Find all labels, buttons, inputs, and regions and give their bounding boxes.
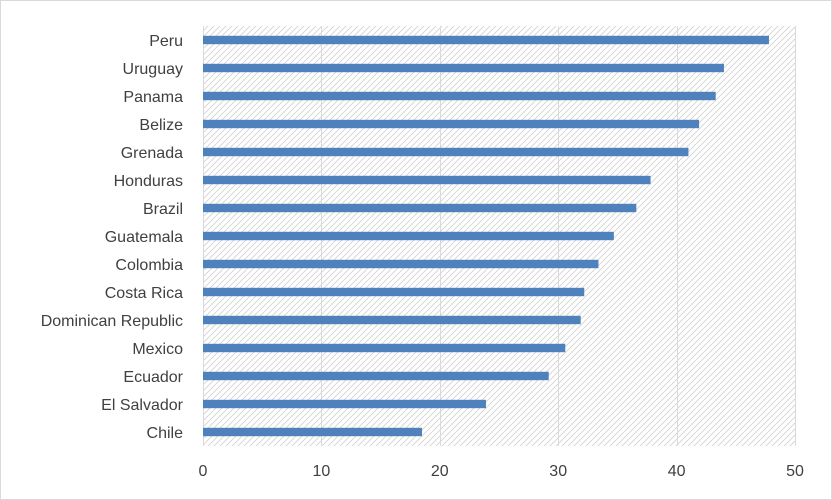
category-label: Peru: [149, 33, 183, 50]
x-tick-label: 10: [313, 463, 331, 480]
bar-costa-rica: [203, 287, 585, 297]
bar-chile: [203, 427, 423, 437]
bar-belize: [203, 119, 700, 129]
category-label: Brazil: [143, 201, 183, 218]
bars: [203, 35, 769, 437]
category-label: Ecuador: [123, 369, 183, 386]
category-label: Uruguay: [123, 61, 183, 78]
x-tick-label: 20: [431, 463, 449, 480]
bar-grenada: [203, 147, 689, 157]
bar-brazil: [203, 203, 637, 213]
category-label: Honduras: [114, 173, 183, 190]
x-axis-tick-labels: 0 10 20 30 40 50: [199, 463, 804, 480]
category-label: Panama: [123, 89, 183, 106]
bar-ecuador: [203, 371, 549, 381]
bar-panama: [203, 91, 716, 101]
x-tick-label: 30: [549, 463, 567, 480]
bar-guatemala: [203, 231, 614, 241]
x-tick-label: 40: [668, 463, 686, 480]
bar-dominican-republic: [203, 315, 581, 325]
bar-uruguay: [203, 63, 724, 73]
category-label: Costa Rica: [105, 285, 183, 302]
x-tick-label: 0: [199, 463, 208, 480]
x-tick-label: 50: [786, 463, 804, 480]
bar-peru: [203, 35, 769, 45]
category-label: Grenada: [121, 145, 183, 162]
bar-honduras: [203, 175, 651, 185]
bar-colombia: [203, 259, 599, 269]
category-label: Dominican Republic: [41, 313, 183, 330]
category-label: Guatemala: [105, 229, 183, 246]
bar-el-salvador: [203, 399, 486, 409]
category-labels: Peru Uruguay Panama Belize Grenada Honduras Br…: [41, 33, 184, 442]
category-label: Colombia: [115, 257, 183, 274]
category-label: Belize: [139, 117, 183, 134]
category-label: Chile: [147, 425, 184, 442]
category-label: Mexico: [132, 341, 183, 358]
category-label: El Salvador: [101, 397, 183, 414]
bar-mexico: [203, 343, 566, 353]
